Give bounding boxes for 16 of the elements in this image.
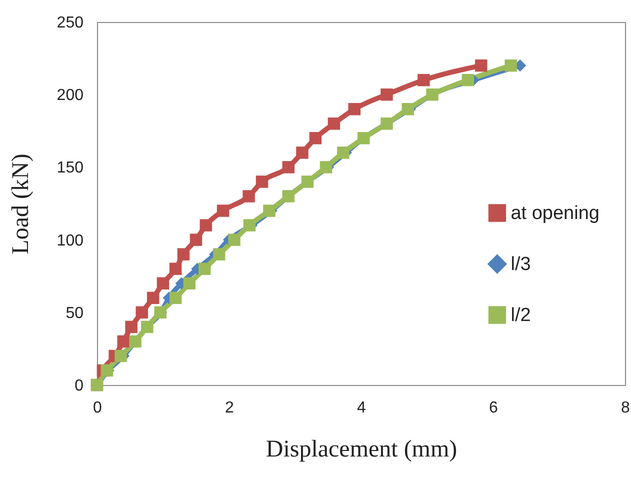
y-tick-label: 50	[66, 304, 84, 322]
y-tick-label: 150	[56, 160, 84, 177]
y-tick-label: 250	[56, 14, 84, 32]
y-tick-label: 200	[56, 87, 84, 104]
x-axis-title: Displacement (mm)	[266, 436, 458, 462]
legend-label: at opening	[510, 203, 600, 224]
x-tick-label: 0	[93, 400, 102, 416]
x-tick-label: 4	[357, 400, 366, 416]
y-axis-title: Load (kN)	[8, 154, 34, 254]
x-tick-label: 6	[489, 400, 498, 416]
legend-label: l/3	[510, 254, 531, 275]
legend-label: l/2	[510, 305, 531, 326]
y-tick-label: 100	[56, 232, 84, 250]
x-tick-label: 8	[621, 400, 630, 416]
x-tick-label: 2	[225, 400, 234, 416]
y-tick-label: 0	[74, 378, 84, 394]
